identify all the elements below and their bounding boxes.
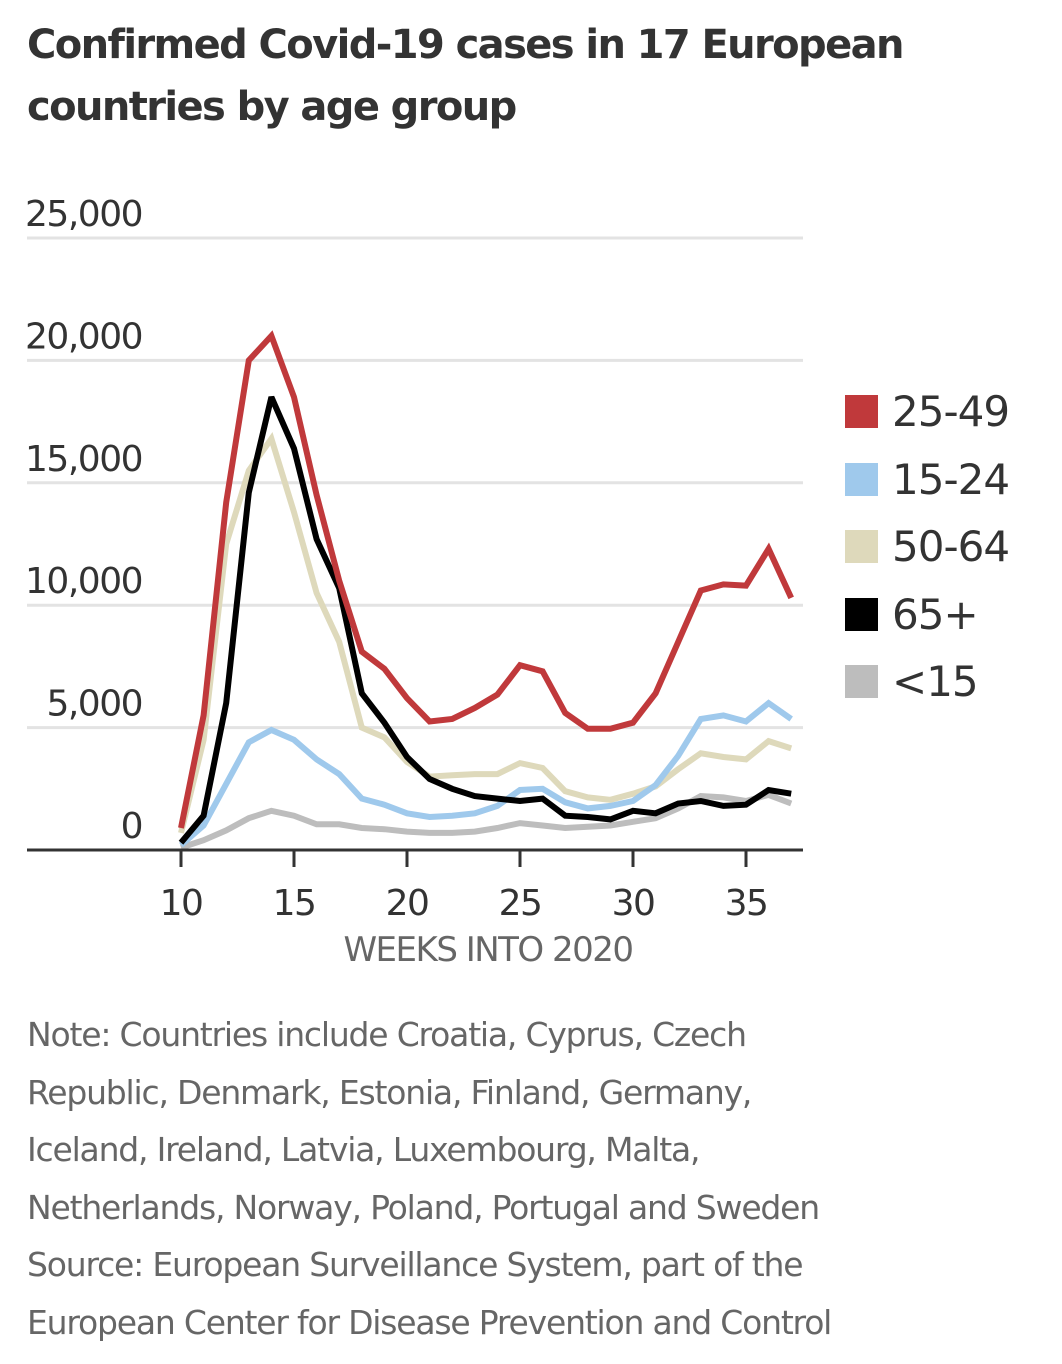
x-tick-label: 25 — [499, 883, 542, 924]
legend-label: <15 — [892, 657, 979, 707]
x-tick-label: 15 — [273, 883, 316, 924]
series-line-50-64 — [178, 431, 793, 834]
legend-label: 50-64 — [892, 522, 1010, 572]
chart-title-line-2: countries by age group — [27, 84, 517, 130]
legend-label: 65+ — [892, 589, 979, 639]
note-line: Netherlands, Norway, Poland, Portugal an… — [27, 1187, 820, 1227]
x-tick-label: 30 — [612, 883, 655, 924]
legend-label: 25-49 — [892, 387, 1010, 437]
series-line-15-24 — [179, 699, 793, 848]
y-tick-label: 20,000 — [25, 316, 142, 357]
y-axis-labels: 0 5,000 10,000 15,000 20,000 25,000 — [25, 194, 143, 847]
note-line: Note: Countries include Croatia, Cyprus,… — [27, 1015, 747, 1054]
legend-item: <15 — [845, 648, 1009, 716]
y-tick-label: 0 — [121, 806, 142, 847]
source-line: Source: European Surveillance System, pa… — [27, 1245, 804, 1284]
y-tick-label: 25,000 — [25, 194, 142, 235]
source-line: European Center for Disease Prevention a… — [27, 1302, 832, 1342]
legend-swatch — [845, 597, 878, 631]
y-tick-label: 10,000 — [25, 561, 142, 602]
legend-item: 15-24 — [845, 446, 1010, 514]
series-lines — [178, 330, 794, 851]
note-line: Republic, Denmark, Estonia, Finland, Ger… — [27, 1072, 752, 1112]
series-line-25-49 — [178, 330, 794, 829]
chart-title: Confirmed Covid-19 cases in 17 European … — [27, 14, 1027, 138]
gridlines — [27, 236, 803, 730]
y-tick-label: 5,000 — [46, 684, 142, 725]
legend: 25-49 15-24 50-64 65+ <15 — [845, 378, 1010, 716]
series-line-65 — [178, 395, 792, 845]
legend-item: 25-49 — [845, 378, 1010, 446]
x-tick-label: 35 — [725, 883, 768, 924]
legend-item: 65+ — [845, 581, 1009, 649]
legend-label: 15-24 — [892, 454, 1010, 504]
legend-swatch — [845, 395, 878, 429]
y-tick-label: 15,000 — [25, 439, 142, 480]
note-line: Iceland, Ireland, Latvia, Luxembourg, Ma… — [27, 1130, 701, 1169]
line-chart: 0 5,000 10,000 15,000 20,000 25,000 10 15 20 25 3… — [25, 194, 803, 970]
x-tick-label: 10 — [160, 883, 203, 924]
x-axis-title: WEEKS INTO 2020 — [343, 930, 632, 970]
legend-swatch — [845, 665, 878, 699]
x-tick-label: 20 — [386, 883, 429, 924]
legend-swatch — [845, 462, 878, 496]
x-axis: 10 15 20 25 30 35 — [27, 848, 803, 924]
legend-item: 50-64 — [845, 513, 1010, 581]
notes: Note: Countries include Croatia, Cyprus,… — [27, 1006, 1057, 1351]
legend-swatch — [845, 530, 878, 564]
chart-title-line-1: Confirmed Covid-19 cases in 17 European — [27, 22, 904, 68]
